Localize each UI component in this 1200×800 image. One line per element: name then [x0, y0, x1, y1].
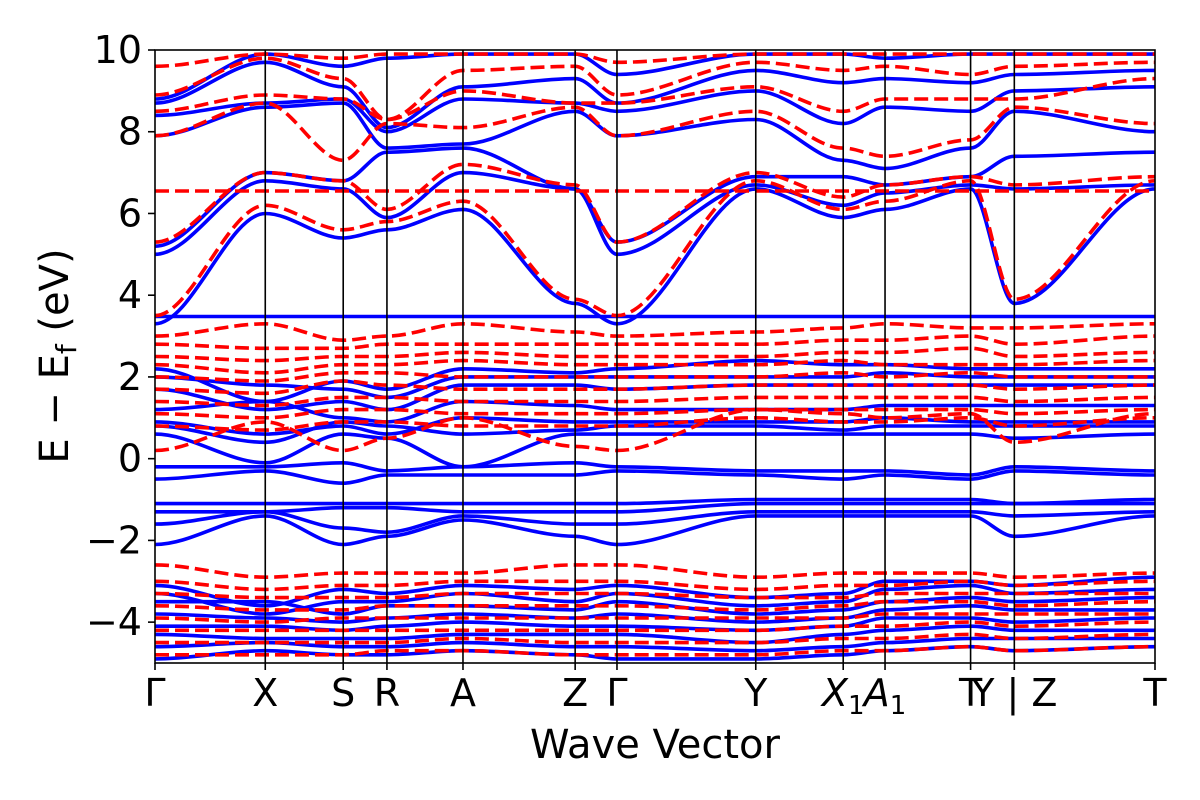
x-tick-label-11: Y | Z	[970, 671, 1057, 716]
x-tick-label-10: T	[958, 671, 983, 715]
blue-band-8	[155, 358, 1155, 404]
y-axis-title: E − Ef (eV)	[32, 248, 83, 463]
x-tick-label-sub-9: 1	[890, 691, 907, 721]
x-tick-label-3: R	[374, 671, 400, 715]
blue-band-16	[155, 469, 1155, 486]
x-tick-label-main-10: T	[958, 671, 983, 715]
red-dashed-band-11	[155, 370, 1155, 383]
red-dashed-band-17	[155, 563, 1155, 580]
x-tick-label-main-1: X	[252, 671, 278, 715]
x-tick-label-main-5: Z	[562, 671, 588, 715]
red-dashed-band-5	[155, 56, 1155, 122]
x-tick-label-main-11: Y | Z	[970, 671, 1057, 716]
y-tick-label-0: −4	[86, 600, 142, 644]
y-tick-label-7: 10	[94, 28, 142, 72]
x-tick-label-8: X1	[820, 671, 865, 721]
plot-frame	[154, 49, 1156, 664]
y-tick-label-6: 8	[118, 110, 142, 154]
red-dashed-band-7	[155, 321, 1155, 343]
x-tick-label-main-6: Γ	[606, 671, 627, 715]
x-tick-label-main-7: Y	[743, 671, 768, 715]
x-tick-label-main-3: R	[374, 671, 400, 715]
blue-band-1	[155, 187, 1155, 326]
x-tick-label-12: T	[1142, 671, 1167, 715]
y-tick-label-5: 6	[118, 191, 142, 235]
x-tick-label-5: Z	[562, 671, 588, 715]
x-axis-title: Wave Vector	[530, 722, 781, 768]
x-tick-label-main-0: Γ	[144, 671, 165, 715]
y-axis-title-sub: f	[50, 343, 83, 354]
x-tick-label-main-9: A	[861, 671, 890, 715]
y-tick-label-2: 0	[118, 437, 142, 481]
y-axis-ticks: −4 −2 0 2 4 6 8 10	[86, 28, 155, 644]
x-tick-label-4: A	[450, 671, 476, 715]
y-tick-label-1: −2	[86, 518, 142, 562]
red-dashed-band-9	[155, 346, 1155, 363]
x-tick-label-main-4: A	[450, 671, 476, 715]
red-dashed-band-1	[155, 178, 1155, 318]
red-dashed-band-8	[155, 334, 1155, 351]
x-tick-label-6: Γ	[606, 671, 627, 715]
kpoint-separators	[264, 50, 1016, 663]
red-dashed-band-2	[155, 162, 1155, 244]
x-tick-label-main-2: S	[331, 671, 355, 715]
x-tick-label-1: X	[252, 671, 278, 715]
x-tick-label-2: S	[331, 671, 355, 715]
x-tick-label-main-8: X	[820, 671, 849, 715]
y-tick-label-4: 4	[118, 273, 142, 317]
blue-band-3	[155, 146, 1155, 248]
x-tick-label-0: Γ	[144, 671, 165, 715]
x-tick-label-main-12: T	[1142, 671, 1167, 715]
blue-band-2	[155, 170, 1155, 257]
y-axis-title-main: E − E	[32, 354, 78, 464]
y-tick-label-3: 2	[118, 355, 142, 399]
y-axis-title-unit: (eV)	[32, 248, 78, 344]
x-tick-label-7: Y	[743, 671, 768, 715]
blue-band-20	[155, 514, 1155, 547]
red-band-series	[155, 52, 1155, 657]
x-tick-label-sub-8: 1	[848, 691, 865, 721]
x-tick-label-9: A1	[861, 671, 907, 721]
